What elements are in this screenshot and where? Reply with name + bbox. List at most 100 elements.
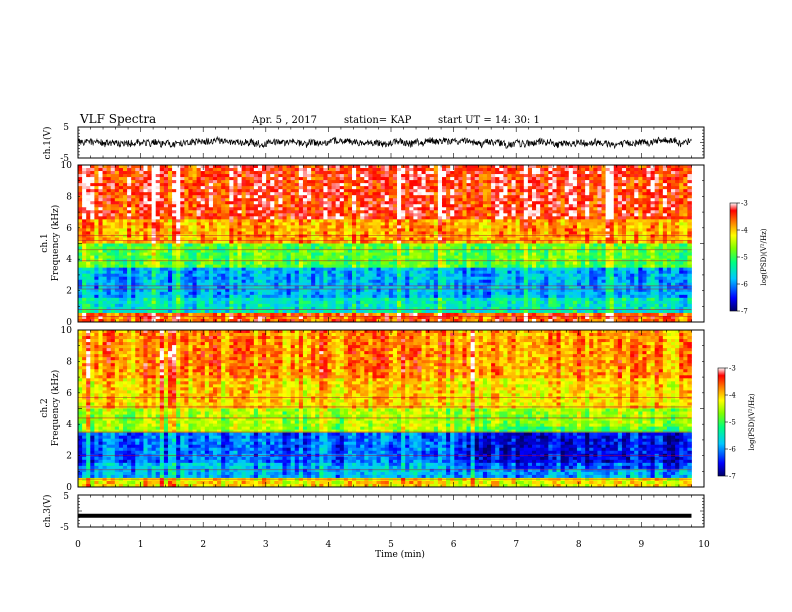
spectrogram-cell <box>519 258 525 263</box>
spectrogram-cell <box>319 240 324 244</box>
spectrogram-cell <box>192 225 198 229</box>
spectrogram-cell <box>225 255 230 259</box>
spectrogram-cell <box>552 258 557 263</box>
spectrogram-cell <box>638 219 643 223</box>
spectrogram-cell <box>511 237 517 241</box>
spectrogram-cell <box>527 186 533 190</box>
spectrogram-cell <box>409 210 414 214</box>
spectrogram-cell <box>327 246 332 250</box>
spectrogram-cell <box>307 201 312 205</box>
spectrogram-cell <box>102 198 108 202</box>
spectrogram-cell <box>360 177 365 181</box>
spectrogram-cell <box>204 237 210 241</box>
spectrogram-cell <box>429 186 435 190</box>
spectrogram-cell <box>110 231 116 235</box>
spectrogram-cell <box>331 255 337 259</box>
spectrogram-cell <box>523 201 529 205</box>
spectrogram-cell <box>212 198 218 202</box>
spectrogram-cell <box>531 177 537 181</box>
spectrogram-cell <box>605 222 611 226</box>
spectrogram-cell <box>581 216 586 220</box>
spectrogram-cell <box>159 261 165 266</box>
spectrogram-cell <box>127 219 132 223</box>
spectrogram-cell <box>662 174 668 178</box>
spectrogram-cell <box>446 225 451 229</box>
spectrogram-cell <box>172 183 177 187</box>
spectrogram-cell <box>257 189 263 193</box>
spectrogram-cell <box>429 237 435 241</box>
spectrogram-cell <box>609 168 615 172</box>
spectrogram-cell <box>397 225 402 229</box>
spectrogram-cell <box>462 171 467 175</box>
spectrogram-cell <box>360 237 365 241</box>
spectrogram-cell <box>405 237 410 241</box>
spectrogram-cell <box>658 192 664 196</box>
spectrogram-cell <box>364 231 369 235</box>
spectrogram-cell <box>212 222 218 226</box>
spectrogram-cell <box>617 195 623 199</box>
spectrogram-cell <box>437 231 443 235</box>
spectrogram-cell <box>176 237 181 241</box>
spectrogram-cell <box>94 222 99 226</box>
spectrogram-cell <box>384 237 390 241</box>
spectrogram-cell <box>617 210 623 214</box>
spectrogram-cell <box>172 204 177 208</box>
spectrogram-cell <box>180 183 185 187</box>
spectrogram-cell <box>143 240 148 244</box>
spectrogram-cell <box>196 192 202 196</box>
spectrogram-cell <box>298 210 304 214</box>
spectrogram-cell <box>527 249 533 253</box>
spectrogram-cell <box>519 243 525 247</box>
spectrogram-cell <box>343 231 349 235</box>
spectrogram-cell <box>675 204 680 208</box>
spectrogram-cell <box>270 186 275 190</box>
spectrogram-cell <box>139 183 144 187</box>
spectrogram-cell <box>495 249 500 253</box>
spectrogram-cell <box>372 237 377 241</box>
spectrogram-cell <box>180 234 185 238</box>
spectrogram-cell <box>621 201 627 205</box>
spectrogram-cell <box>114 195 120 199</box>
spectrogram-cell <box>613 252 619 256</box>
spectrogram-cell <box>397 234 402 238</box>
spectrogram-cell <box>425 210 431 214</box>
spectrogram-cell <box>376 225 382 229</box>
spectrogram-cell <box>581 228 586 232</box>
spectrogram-cell <box>257 168 263 172</box>
spectrogram-cell <box>417 252 422 256</box>
spectrogram-cell <box>409 225 414 229</box>
spectrogram-cell <box>646 186 651 190</box>
spectrogram-cell <box>102 240 108 244</box>
spectrogram-cell <box>245 255 251 259</box>
spectrogram-cell <box>237 201 242 205</box>
spectrogram-cell <box>507 234 512 238</box>
spectrogram-cell <box>437 210 443 214</box>
spectrogram-cell <box>364 174 369 178</box>
spectrogram-cell <box>666 195 672 199</box>
spectrogram-cell <box>593 240 598 244</box>
spectrogram-cell <box>217 237 222 241</box>
spectrogram-cell <box>151 222 157 226</box>
spectrogram-cell <box>307 261 312 266</box>
spectrogram-cell <box>666 237 672 241</box>
spectrogram-cell <box>114 243 120 247</box>
spectrogram-cell <box>388 240 394 244</box>
spectrogram-cell <box>437 228 443 232</box>
spectrogram-cell <box>217 225 222 229</box>
spectrogram-cell <box>626 237 631 241</box>
spectrogram-cell <box>683 210 688 214</box>
spectrogram-cell <box>131 243 136 247</box>
spectrogram-cell <box>568 174 574 178</box>
spectrogram-cell <box>446 228 451 232</box>
spectrogram-cell <box>118 255 124 259</box>
spectrogram-cell <box>143 243 148 247</box>
spectrogram-cell <box>499 228 504 232</box>
spectrogram-cell <box>462 204 467 208</box>
spectrogram-cell <box>188 192 193 196</box>
spectrogram-cell <box>548 249 553 253</box>
spectrogram-cell <box>687 177 692 181</box>
spectrogram-cell <box>658 237 664 241</box>
spectrogram-cell <box>241 180 247 184</box>
spectrogram-cell <box>147 213 153 217</box>
spectrogram-cell <box>290 195 296 199</box>
